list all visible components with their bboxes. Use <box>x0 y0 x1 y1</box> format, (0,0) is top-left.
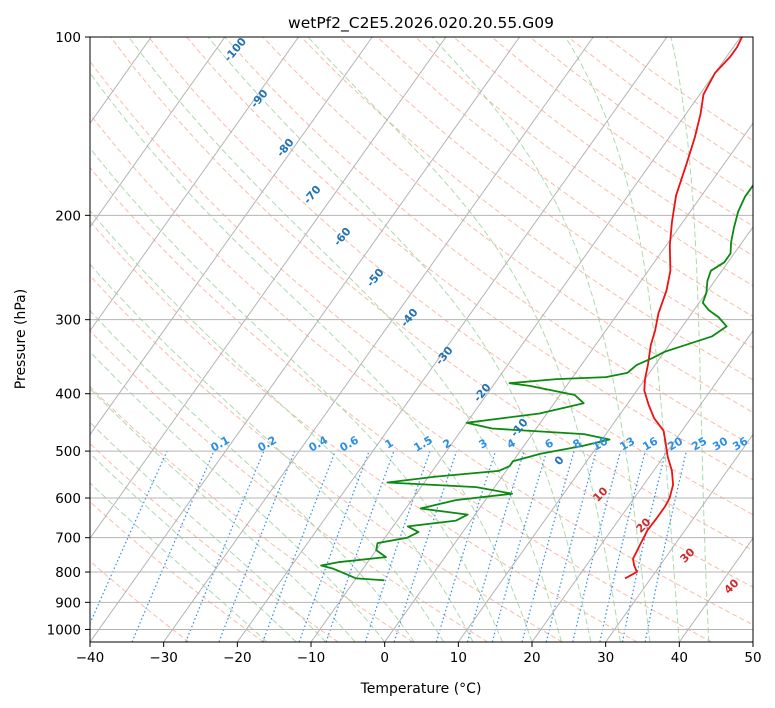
mixing-ratio-line <box>364 450 431 642</box>
dry-adiabat-line <box>90 385 414 642</box>
dry-adiabat-line <box>90 166 712 642</box>
x-tick-label: 0 <box>380 650 389 666</box>
x-axis-label: Temperature (°C) <box>360 681 482 697</box>
x-tick-label: −10 <box>297 650 326 666</box>
moist-adiabat-line <box>670 37 710 642</box>
mixing-ratio-line <box>572 450 622 642</box>
dry-adiabat-line <box>90 60 753 588</box>
isotherm-line <box>90 37 299 332</box>
y-tick-label: 600 <box>55 491 81 507</box>
dry-adiabat-line <box>90 220 638 642</box>
mixing-ratio-line <box>90 450 168 625</box>
x-tick-label: 20 <box>523 650 540 666</box>
mixing-ratio-line <box>262 450 336 642</box>
y-tick-label: 1000 <box>47 622 81 638</box>
x-tick-label: 40 <box>671 650 688 666</box>
isotherm-line <box>163 37 594 642</box>
y-axis-label: Pressure (hPa) <box>13 289 29 389</box>
mixing-ratio-line <box>185 450 265 642</box>
mixing-ratio-line <box>621 450 667 642</box>
y-tick-label: 200 <box>55 208 81 224</box>
mixing-ratio-line <box>298 450 370 642</box>
moist-adiabat-line <box>90 421 327 642</box>
y-tick-label: 700 <box>55 531 81 547</box>
moist-adiabat-line <box>90 452 297 642</box>
x-tick-label: 50 <box>744 650 761 666</box>
mixing-ratio-line <box>545 450 597 642</box>
dry-adiabat-line <box>90 274 563 642</box>
moist-adiabat-line <box>90 147 503 642</box>
moist-adiabat-line <box>207 37 592 642</box>
isotherm-line <box>678 537 753 642</box>
moist-adiabat-line <box>90 263 445 642</box>
dry-adiabat-line <box>90 113 753 626</box>
isotherm-line <box>310 37 741 642</box>
axes: −40 −30 −20 −10 0 10 20 30 40 50 100 200 300 400 500 60… <box>47 30 762 666</box>
dry-adiabat-line <box>300 37 753 381</box>
mixing-ratio-line <box>599 450 646 642</box>
mixing-ratio-line <box>218 450 296 642</box>
moist-adiabat-line <box>90 210 474 642</box>
isobars <box>90 37 753 630</box>
moist-adiabat-line <box>128 37 562 642</box>
y-tick-label: 500 <box>55 444 81 460</box>
isotherm-line <box>605 433 753 642</box>
dry-adiabat-line <box>186 37 753 481</box>
isotherm-line <box>531 329 753 642</box>
x-tick-label: −20 <box>223 650 252 666</box>
isotherm-line <box>90 37 373 436</box>
dry-adiabat-line <box>262 37 753 413</box>
y-tick-label: 400 <box>55 387 81 403</box>
isotherm-line <box>90 37 520 642</box>
isotherm-line <box>384 122 753 642</box>
x-tick-label: −40 <box>76 650 105 666</box>
y-tick-label: 300 <box>55 313 81 329</box>
mixing-ratio-line <box>435 450 497 642</box>
moist-adiabat-line <box>307 37 621 642</box>
dry-adiabat-line <box>415 37 753 287</box>
dry-adiabat-line <box>90 560 190 642</box>
moist-adiabat-line <box>431 37 651 642</box>
x-tick-label: −30 <box>149 650 178 666</box>
moist-adiabat-line <box>90 387 356 642</box>
isotherm-line <box>457 226 753 642</box>
x-tick-label: 10 <box>450 650 467 666</box>
profiles <box>320 37 753 582</box>
y-tick-label: 900 <box>55 595 81 611</box>
chart-title: wetPf2_C2E5.2026.020.20.55.G09 <box>288 14 554 33</box>
isotherm-line <box>236 37 668 642</box>
mixing-ratio-line <box>466 450 525 642</box>
dry-adiabat-line <box>90 329 488 642</box>
plot-frame <box>89 36 754 643</box>
y-tick-label: 100 <box>55 30 81 46</box>
temperature-profile-line <box>624 37 743 580</box>
dewpoint-profile-line <box>320 183 753 582</box>
isotherm-line <box>90 37 447 540</box>
isotherm-line <box>90 37 226 228</box>
mixing-ratio-line <box>521 450 575 642</box>
isotherms <box>90 37 753 642</box>
x-tick-label: 30 <box>597 650 614 666</box>
mixing-ratio-line <box>325 450 395 642</box>
y-tick-label: 800 <box>55 565 81 581</box>
moist-adiabat-line <box>90 351 386 642</box>
moist-adiabat-line <box>565 37 680 642</box>
